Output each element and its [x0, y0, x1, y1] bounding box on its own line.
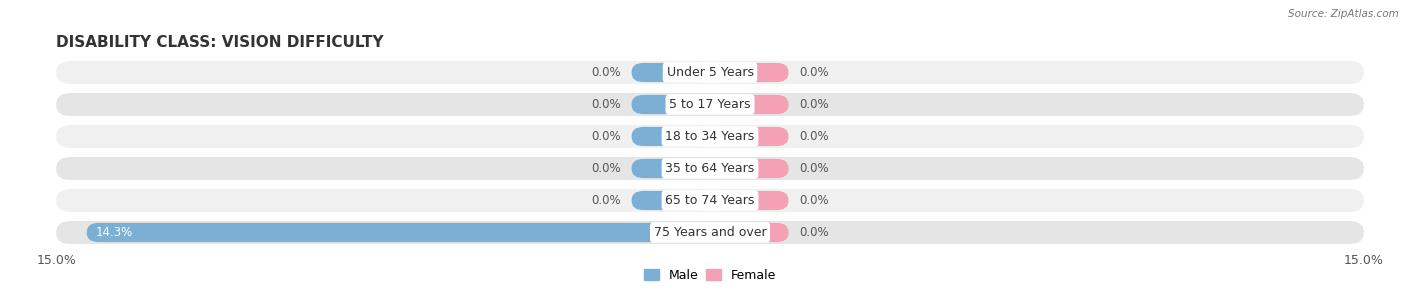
FancyBboxPatch shape: [710, 191, 789, 210]
FancyBboxPatch shape: [710, 159, 789, 178]
Text: 65 to 74 Years: 65 to 74 Years: [665, 194, 755, 207]
Text: 0.0%: 0.0%: [800, 226, 830, 239]
Text: DISABILITY CLASS: VISION DIFFICULTY: DISABILITY CLASS: VISION DIFFICULTY: [56, 35, 384, 50]
Text: 0.0%: 0.0%: [800, 98, 830, 111]
Text: 0.0%: 0.0%: [800, 194, 830, 207]
Text: 14.3%: 14.3%: [96, 226, 132, 239]
FancyBboxPatch shape: [56, 221, 1364, 244]
FancyBboxPatch shape: [631, 159, 710, 178]
FancyBboxPatch shape: [56, 125, 1364, 148]
FancyBboxPatch shape: [710, 95, 789, 114]
FancyBboxPatch shape: [631, 127, 710, 146]
Text: 35 to 64 Years: 35 to 64 Years: [665, 162, 755, 175]
FancyBboxPatch shape: [631, 191, 710, 210]
Text: 0.0%: 0.0%: [591, 66, 620, 79]
FancyBboxPatch shape: [87, 223, 710, 242]
Text: 0.0%: 0.0%: [800, 162, 830, 175]
FancyBboxPatch shape: [56, 61, 1364, 84]
Text: Source: ZipAtlas.com: Source: ZipAtlas.com: [1288, 9, 1399, 19]
Text: 0.0%: 0.0%: [591, 162, 620, 175]
FancyBboxPatch shape: [56, 93, 1364, 116]
FancyBboxPatch shape: [56, 189, 1364, 212]
Text: 0.0%: 0.0%: [591, 194, 620, 207]
FancyBboxPatch shape: [710, 127, 789, 146]
FancyBboxPatch shape: [710, 63, 789, 82]
FancyBboxPatch shape: [631, 95, 710, 114]
FancyBboxPatch shape: [631, 63, 710, 82]
FancyBboxPatch shape: [56, 157, 1364, 180]
Text: 0.0%: 0.0%: [591, 98, 620, 111]
Text: 5 to 17 Years: 5 to 17 Years: [669, 98, 751, 111]
Text: 0.0%: 0.0%: [800, 130, 830, 143]
Text: 0.0%: 0.0%: [591, 130, 620, 143]
Legend: Male, Female: Male, Female: [638, 264, 782, 287]
Text: 0.0%: 0.0%: [800, 66, 830, 79]
FancyBboxPatch shape: [710, 223, 789, 242]
Text: Under 5 Years: Under 5 Years: [666, 66, 754, 79]
Text: 75 Years and over: 75 Years and over: [654, 226, 766, 239]
Text: 18 to 34 Years: 18 to 34 Years: [665, 130, 755, 143]
